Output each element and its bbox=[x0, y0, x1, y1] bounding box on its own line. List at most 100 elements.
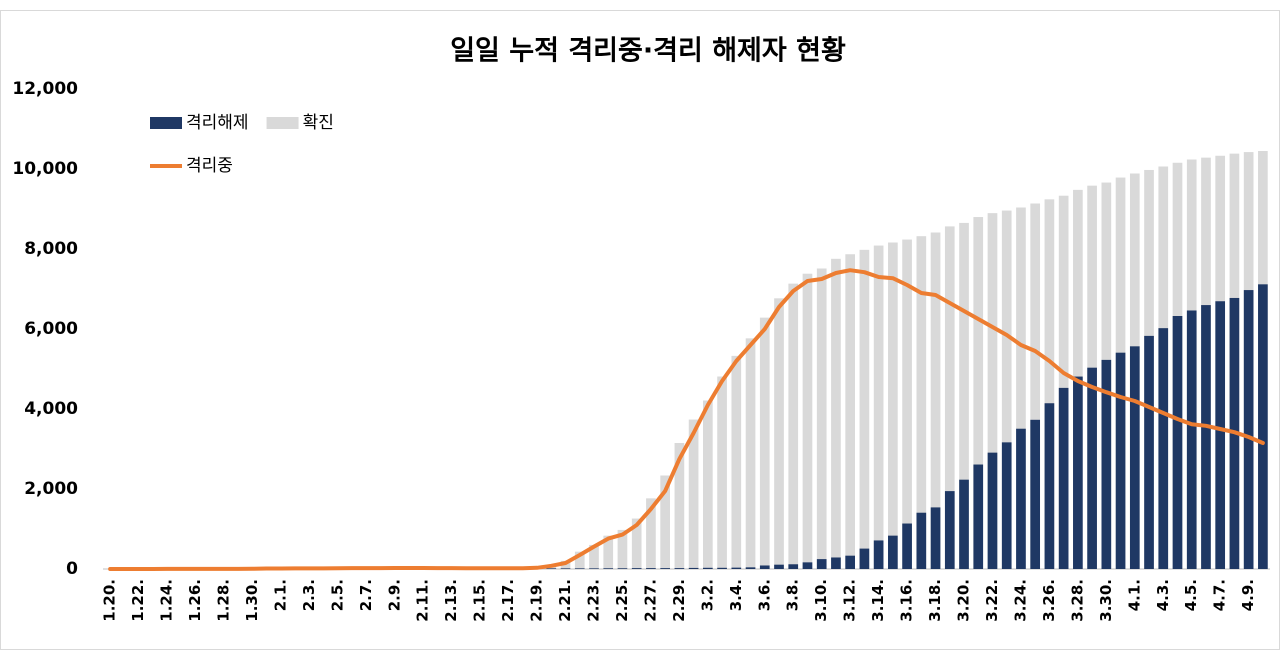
bar bbox=[1073, 376, 1083, 569]
x-tick-label: 3.4. bbox=[727, 579, 745, 611]
x-tick-label: 1.26. bbox=[186, 579, 204, 622]
bar bbox=[574, 568, 585, 569]
bar bbox=[987, 452, 998, 569]
bar bbox=[688, 567, 699, 569]
x-tick-label: 3.30. bbox=[1097, 579, 1115, 622]
bar bbox=[845, 254, 856, 570]
bar bbox=[959, 222, 969, 570]
x-tick-label: 2.9. bbox=[385, 579, 403, 611]
bar bbox=[759, 317, 770, 569]
bar bbox=[546, 568, 557, 569]
bar bbox=[703, 400, 713, 569]
legend-swatch bbox=[266, 117, 299, 129]
bar bbox=[674, 443, 685, 569]
bar bbox=[802, 273, 813, 569]
x-tick-label: 1.28. bbox=[214, 579, 232, 622]
bar bbox=[944, 226, 955, 569]
bar bbox=[902, 523, 912, 569]
x-tick-label: 2.21. bbox=[556, 579, 574, 622]
y-tick-label: 12,000 bbox=[12, 79, 78, 99]
bar bbox=[1215, 301, 1226, 569]
bar bbox=[916, 236, 927, 569]
bar bbox=[703, 567, 713, 569]
x-tick-label: 4.5. bbox=[1182, 579, 1200, 611]
y-tick-label: 0 bbox=[66, 559, 78, 579]
bar bbox=[1258, 284, 1268, 569]
bar bbox=[1129, 346, 1140, 569]
bar bbox=[731, 567, 742, 569]
x-tick-label: 1.30. bbox=[243, 579, 261, 622]
bar bbox=[1115, 352, 1126, 569]
bar bbox=[973, 217, 984, 570]
x-tick-label: 4.9. bbox=[1239, 579, 1257, 611]
bar bbox=[646, 568, 656, 569]
bar bbox=[774, 298, 784, 569]
x-tick-label: 3.20. bbox=[955, 579, 973, 622]
bar bbox=[745, 338, 756, 569]
bar bbox=[1186, 310, 1197, 569]
x-tick-label: 3.26. bbox=[1040, 579, 1058, 622]
x-tick-label: 3.8. bbox=[784, 579, 802, 611]
bar bbox=[589, 544, 599, 569]
x-tick-label: 3.12. bbox=[841, 579, 859, 622]
x-tick-label: 3.2. bbox=[698, 579, 716, 611]
bar bbox=[1201, 305, 1211, 569]
line bbox=[108, 268, 1265, 571]
x-tick-label: 3.10. bbox=[812, 579, 830, 622]
bar bbox=[816, 559, 827, 569]
bar bbox=[944, 491, 955, 569]
x-tick-label: 3.24. bbox=[1011, 579, 1029, 622]
x-tick-label: 1.20. bbox=[101, 579, 119, 622]
bar bbox=[603, 535, 614, 569]
bar bbox=[759, 565, 770, 569]
bar bbox=[774, 564, 784, 569]
legend-label: 격리중 bbox=[186, 156, 233, 176]
bar bbox=[916, 512, 927, 569]
x-tick-label: 2.3. bbox=[300, 579, 318, 611]
bar bbox=[731, 355, 742, 569]
bar bbox=[617, 529, 628, 569]
bar bbox=[603, 568, 614, 569]
bar bbox=[1030, 203, 1041, 569]
chart-title: 일일 누적 격리중·격리 해제자 현황 bbox=[450, 36, 846, 67]
bar bbox=[1101, 359, 1112, 569]
bar bbox=[902, 239, 912, 569]
bar bbox=[987, 213, 998, 569]
bar bbox=[688, 419, 699, 569]
bar bbox=[930, 507, 941, 569]
bar bbox=[788, 283, 799, 569]
bar bbox=[1144, 335, 1154, 569]
bar bbox=[589, 568, 599, 569]
bar bbox=[959, 479, 969, 569]
bar bbox=[717, 567, 727, 569]
bar bbox=[1016, 207, 1026, 569]
y-tick-label: 4,000 bbox=[24, 399, 78, 419]
x-tick-label: 2.23. bbox=[584, 579, 602, 622]
bar bbox=[930, 232, 941, 570]
bar bbox=[631, 568, 642, 569]
bar bbox=[1044, 199, 1055, 570]
bar bbox=[816, 268, 827, 569]
y-tick-label: 6,000 bbox=[24, 319, 78, 339]
bar bbox=[1030, 419, 1041, 569]
legend-label: 격리해제 bbox=[186, 113, 249, 133]
y-tick-label: 10,000 bbox=[12, 159, 78, 179]
bar bbox=[802, 562, 813, 569]
bar bbox=[873, 245, 884, 569]
bar bbox=[674, 568, 685, 569]
x-tick-label: 1.22. bbox=[129, 579, 147, 622]
x-tick-label: 2.27. bbox=[641, 579, 659, 622]
bar bbox=[745, 567, 756, 569]
x-tick-label: 2.15. bbox=[471, 579, 489, 622]
x-tick-label: 3.28. bbox=[1068, 579, 1086, 622]
bar bbox=[660, 568, 670, 569]
bar bbox=[1087, 367, 1097, 569]
x-tick-label: 2.29. bbox=[670, 579, 688, 622]
bar bbox=[1001, 442, 1012, 569]
bar bbox=[788, 564, 799, 569]
x-tick-label: 3.14. bbox=[869, 579, 887, 622]
legend-swatch bbox=[150, 117, 182, 129]
bar bbox=[859, 548, 870, 569]
bar bbox=[845, 555, 856, 569]
